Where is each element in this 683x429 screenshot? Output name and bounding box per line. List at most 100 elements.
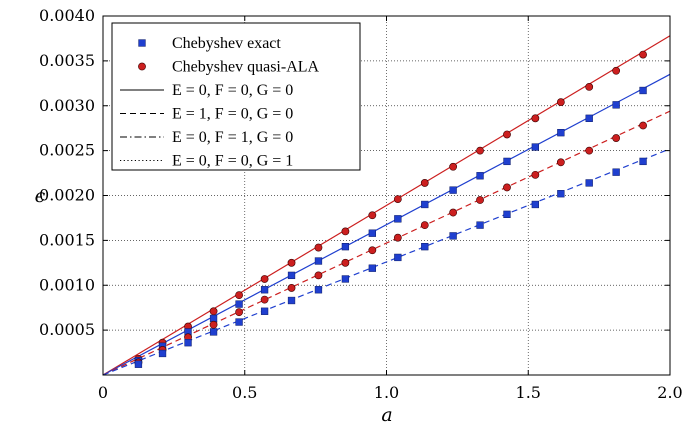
circle-data-point — [235, 291, 243, 300]
y-tick-label: 0.0015 — [39, 230, 95, 249]
y-tick-label: 0.0030 — [39, 96, 95, 115]
legend-label: E = 1, F = 0, G = 0 — [172, 106, 293, 123]
circle-data-point — [503, 130, 511, 139]
circle-data-point — [341, 258, 350, 267]
square-data-point — [449, 186, 457, 194]
circle-data-point — [287, 258, 296, 267]
square-data-point — [314, 286, 323, 294]
square-data-point — [287, 296, 296, 305]
legend-item: Chebyshev quasi-ALA — [138, 59, 320, 76]
square-data-point — [612, 168, 620, 176]
circle-data-point — [260, 275, 269, 283]
circle-data-point — [556, 158, 565, 167]
square-data-point — [394, 215, 402, 223]
y-tick-label: 0.0005 — [39, 320, 95, 339]
circle-data-point — [287, 284, 296, 292]
circle-data-point — [314, 271, 323, 280]
square-data-point — [612, 101, 620, 109]
legend-circle-marker — [138, 62, 146, 71]
legend-item: E = 0, F = 0, G = 1 — [120, 153, 293, 170]
circle-data-point — [209, 307, 218, 316]
circle-data-point — [260, 295, 269, 304]
square-data-point — [557, 129, 565, 137]
legend-label: Chebyshev quasi-ALA — [172, 59, 320, 76]
circle-data-point — [449, 162, 458, 171]
legend-square-marker — [138, 39, 146, 47]
square-data-point — [476, 221, 484, 229]
y-tick-label: 0.0035 — [39, 51, 95, 70]
y-tick-label: 0.0040 — [39, 6, 95, 25]
square-data-point — [585, 114, 593, 122]
circle-data-point — [639, 121, 647, 130]
circle-data-point — [585, 83, 594, 91]
y-axis-label: ϵ — [35, 185, 46, 207]
circle-data-point — [531, 114, 540, 123]
circle-data-point — [368, 211, 377, 220]
square-data-point — [260, 286, 269, 294]
circle-data-point — [556, 98, 565, 107]
y-tick-label: 0.0020 — [39, 186, 95, 205]
y-tick-label: 0.0010 — [39, 275, 95, 294]
square-data-point — [341, 275, 350, 283]
circle-data-point — [476, 146, 484, 155]
fit-line — [102, 73, 671, 376]
square-data-point — [503, 157, 511, 166]
circle-data-point — [393, 195, 402, 203]
axis-ticks: 0 0.5 1.0 1.5 2.0 0.0005 0.0010 0.0015 0.0020 0.0… — [39, 6, 683, 402]
square-data-point — [341, 243, 350, 251]
circle-data-point — [209, 320, 218, 329]
circle-data-point — [503, 183, 511, 192]
circle-data-point — [476, 196, 484, 204]
circle-data-point — [393, 233, 402, 242]
square-data-point — [531, 143, 539, 151]
fit-lines — [102, 35, 671, 376]
y-tick-label: 0.0025 — [39, 141, 95, 160]
square-data-point — [639, 157, 647, 166]
fit-line — [102, 110, 671, 376]
square-data-point — [557, 190, 565, 198]
legend-label: E = 0, F = 0, G = 1 — [172, 153, 293, 170]
square-data-point — [449, 232, 457, 240]
legend-item: Chebyshev exact — [138, 35, 281, 52]
square-data-point — [639, 86, 647, 95]
square-data-point — [476, 172, 484, 180]
fit-line — [102, 148, 671, 376]
x-tick-label: 1.0 — [374, 383, 399, 402]
circle-data-point — [449, 208, 458, 217]
circle-data-point — [531, 170, 540, 179]
square-data-point — [368, 229, 376, 237]
legend-item: E = 0, F = 1, G = 0 — [120, 129, 293, 146]
square-data-point — [421, 200, 429, 209]
x-tick-label: 0 — [98, 383, 108, 402]
square-data-point — [314, 257, 323, 265]
legend-label: E = 0, F = 1, G = 0 — [172, 129, 293, 146]
square-data-point — [134, 360, 143, 368]
square-data-point — [260, 307, 269, 315]
square-data-point — [531, 200, 539, 209]
square-data-point — [158, 349, 167, 358]
circle-data-point — [612, 134, 621, 142]
x-tick-label: 0.5 — [232, 383, 257, 402]
legend: Chebyshev exact Chebyshev quasi-ALA E = 0,… — [111, 22, 361, 171]
square-data-point — [368, 264, 376, 272]
legend-item: E = 1, F = 0, G = 0 — [120, 106, 293, 123]
x-axis-label: a — [381, 404, 392, 426]
circle-data-point — [368, 246, 377, 255]
square-data-point — [235, 318, 243, 326]
square-data-point — [287, 271, 296, 280]
circle-data-point — [639, 50, 647, 59]
legend-label: Chebyshev exact — [172, 35, 281, 52]
square-data-point — [394, 253, 402, 262]
circle-data-point — [420, 179, 429, 187]
circle-data-point — [420, 221, 429, 230]
x-tick-label: 2.0 — [657, 383, 682, 402]
legend-box — [111, 22, 361, 171]
fit-line — [102, 35, 671, 376]
square-data-point — [585, 179, 593, 187]
legend-item: E = 0, F = 0, G = 0 — [120, 82, 293, 99]
square-data-point — [235, 300, 243, 308]
circle-data-point — [235, 308, 243, 317]
circle-data-point — [612, 66, 621, 75]
square-data-point — [184, 339, 192, 347]
